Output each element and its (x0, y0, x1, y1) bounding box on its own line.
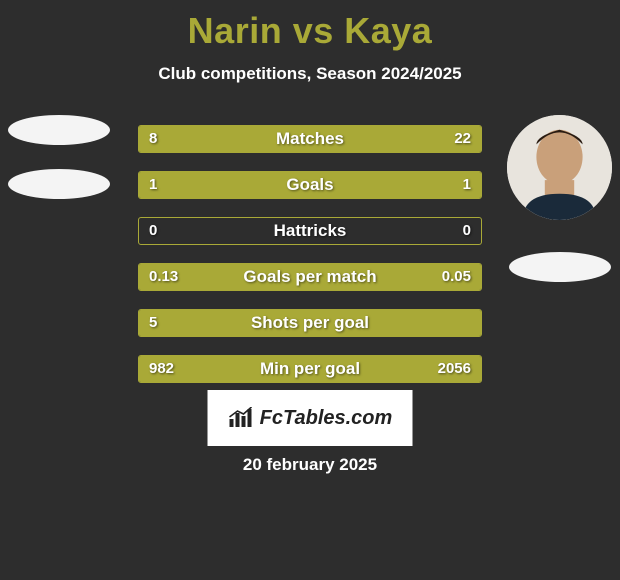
player-right-avatar (507, 115, 612, 220)
brand-logo: FcTables.com (208, 390, 413, 446)
player-right-column (507, 115, 612, 282)
subtitle: Club competitions, Season 2024/2025 (0, 64, 620, 84)
bar-matches-val-right: 22 (454, 126, 471, 152)
player-left-oval-top (8, 115, 110, 145)
bar-spg: 5 Shots per goal (138, 309, 482, 337)
bar-chart-icon (228, 407, 256, 429)
bar-gpm-val-left: 0.13 (149, 264, 178, 290)
page-title: Narin vs Kaya (0, 0, 620, 52)
bar-gpm: 0.13 Goals per match 0.05 (138, 263, 482, 291)
footer-date: 20 february 2025 (0, 455, 620, 475)
bar-matches: 8 Matches 22 (138, 125, 482, 153)
bar-hattricks-label: Hattricks (139, 218, 481, 244)
bar-matches-fill-right (230, 126, 481, 152)
bar-mpg-val-left: 982 (149, 356, 174, 382)
bar-mpg-val-right: 2056 (438, 356, 471, 382)
bar-goals-val-right: 1 (463, 172, 471, 198)
bar-goals-fill-right (310, 172, 481, 198)
avatar-person-icon (507, 115, 612, 220)
player-left-oval-bottom (8, 169, 110, 199)
bar-spg-val-left: 5 (149, 310, 157, 336)
brand-logo-text: FcTables.com (260, 407, 393, 430)
player-left-column (8, 115, 110, 199)
bar-spg-fill-left (139, 310, 481, 336)
bar-goals-fill-left (139, 172, 310, 198)
bar-hattricks-val-left: 0 (149, 218, 157, 244)
bar-mpg: 982 Min per goal 2056 (138, 355, 482, 383)
bar-goals-val-left: 1 (149, 172, 157, 198)
bar-hattricks: 0 Hattricks 0 (138, 217, 482, 245)
stats-bars: 8 Matches 22 1 Goals 1 0 Hattricks 0 0.1… (138, 125, 482, 401)
bar-goals: 1 Goals 1 (138, 171, 482, 199)
bar-matches-val-left: 8 (149, 126, 157, 152)
player-right-oval (509, 252, 611, 282)
bar-gpm-val-right: 0.05 (442, 264, 471, 290)
bar-hattricks-val-right: 0 (463, 218, 471, 244)
